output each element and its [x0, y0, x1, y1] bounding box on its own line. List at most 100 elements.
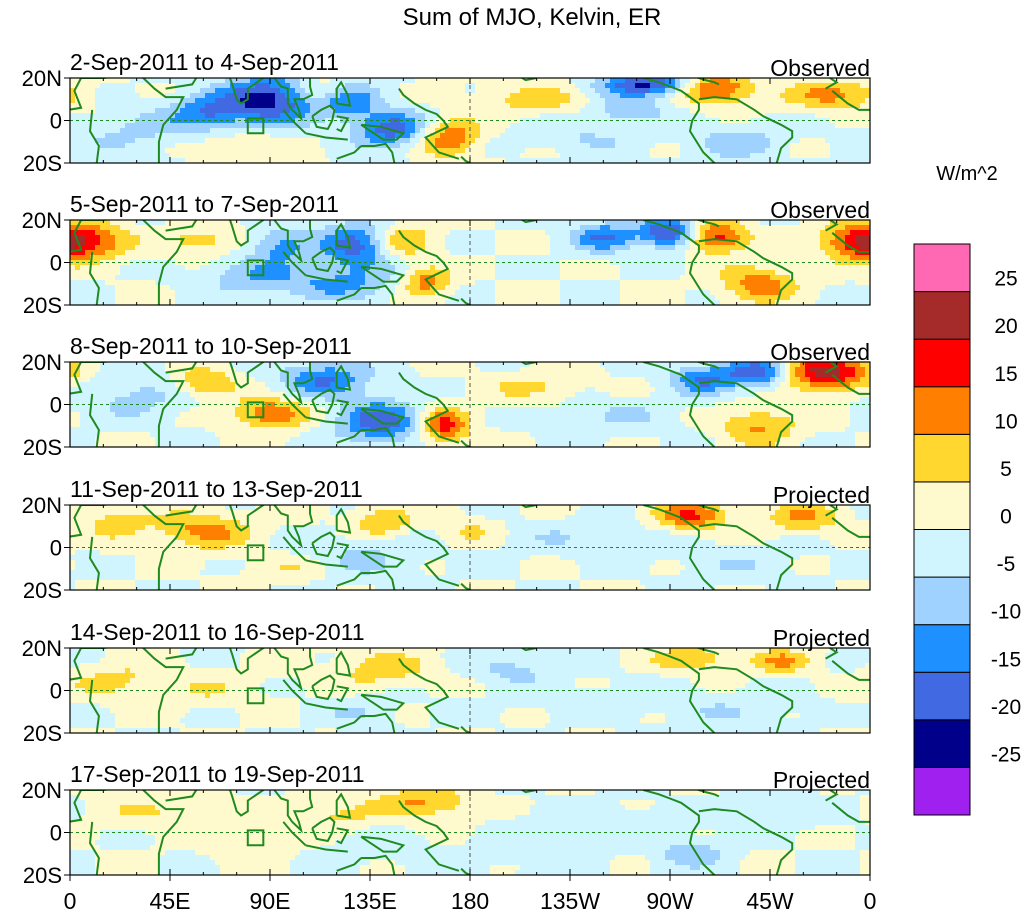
- colorbar-tick-label: 5: [1000, 458, 1012, 481]
- coastline: [831, 802, 870, 823]
- y-tick-label: 0: [50, 821, 62, 846]
- panel-6: 20N 0 20S 17-Sep-2011 to 19-Sep-2011 Project…: [22, 761, 871, 888]
- coastline: [336, 715, 362, 730]
- y-tick-label: 0: [50, 393, 62, 418]
- coastlines: [70, 362, 870, 447]
- colorbar-swatch: [913, 576, 971, 626]
- coastline: [336, 429, 362, 444]
- coastline: [398, 230, 460, 302]
- panel-date-range: 11-Sep-2011 to 13-Sep-2011: [70, 476, 363, 502]
- y-tick-label: 20N: [22, 778, 62, 803]
- colorbar-tick-label: 25: [994, 268, 1017, 291]
- coastline: [165, 78, 198, 90]
- colorbar-swatch: [913, 481, 971, 530]
- y-tick-label: 20S: [23, 578, 62, 603]
- y-tick-label: 0: [50, 679, 62, 704]
- coastline: [360, 693, 406, 711]
- y-tick-label: 20N: [22, 350, 62, 375]
- colorbar: -25 -20 -15 -10 -5 0 5 10 15 20 25 W/m^2: [913, 163, 1021, 816]
- colorbar-swatch: [913, 719, 971, 768]
- coastline: [695, 362, 720, 370]
- colorbar-tick-label: -25: [991, 743, 1021, 766]
- chart-title: Sum of MJO, Kelvin, ER: [403, 4, 662, 31]
- panel-kind: Observed: [770, 55, 870, 81]
- coastline: [398, 658, 460, 730]
- colorbar-swatch: [913, 291, 971, 340]
- coastline: [398, 88, 460, 160]
- coastline: [398, 372, 460, 444]
- coastline: [311, 388, 336, 415]
- coastline: [335, 507, 352, 534]
- coastline: [831, 232, 870, 253]
- y-tick-label: 20S: [23, 151, 62, 176]
- colorbar-tick-label: 0: [1000, 506, 1012, 529]
- coastline: [81, 78, 185, 163]
- coastline: [70, 220, 83, 253]
- coastline: [825, 505, 839, 517]
- coastline: [227, 78, 267, 105]
- coastline: [520, 505, 537, 509]
- colorbar-tick-label: 10: [994, 410, 1017, 433]
- region-box: [246, 117, 265, 135]
- y-tick-label: 20N: [22, 493, 62, 518]
- colorbar-swatch: [913, 624, 971, 673]
- coastline: [305, 702, 348, 711]
- y-tick-label: 20S: [23, 721, 62, 746]
- x-tick-label: 0: [64, 888, 77, 914]
- panel-date-range: 17-Sep-2011 to 19-Sep-2011: [70, 761, 365, 787]
- coastline: [88, 536, 100, 590]
- coastline: [336, 399, 350, 417]
- coastline: [335, 222, 352, 249]
- coastline: [825, 220, 839, 232]
- panel-4: 20N 0 20S 11-Sep-2011 to 13-Sep-2011 Project…: [22, 476, 871, 603]
- coastline: [336, 542, 350, 560]
- colorbar-swatch: [913, 243, 971, 293]
- coastline: [336, 115, 350, 133]
- x-tick-label: 135W: [540, 888, 600, 914]
- panel-1: 20N 0 20S 2-Sep-2011 to 4-Sep-2011 Observed: [22, 49, 871, 176]
- coastlines: [70, 505, 870, 590]
- coastline: [88, 679, 100, 733]
- coastline: [360, 123, 406, 141]
- coastline: [335, 80, 352, 107]
- field: [70, 362, 870, 447]
- coastline: [81, 220, 185, 305]
- coastline: [227, 220, 267, 247]
- coastline: [360, 407, 406, 425]
- coastline: [88, 821, 100, 875]
- coastline: [336, 857, 362, 872]
- panel-date-range: 2-Sep-2011 to 4-Sep-2011: [70, 49, 339, 75]
- coastline: [520, 362, 537, 366]
- coastlines: [70, 220, 870, 305]
- y-tick-label: 0: [50, 536, 62, 561]
- panel-kind: Projected: [773, 625, 870, 651]
- y-tick-label: 20S: [23, 435, 62, 460]
- x-tick-label: 45W: [746, 888, 794, 914]
- coastline: [336, 287, 362, 302]
- coastlines: [70, 790, 870, 875]
- panel-date-range: 5-Sep-2011 to 7-Sep-2011: [70, 191, 339, 217]
- panel-kind: Observed: [770, 339, 870, 365]
- coastline: [273, 790, 314, 834]
- colorbar-tick-label: -20: [991, 696, 1021, 719]
- coastline: [81, 648, 185, 733]
- field: [70, 505, 870, 590]
- coastline: [273, 505, 314, 549]
- coastline: [311, 246, 336, 273]
- coastline: [520, 648, 537, 652]
- coastline: [361, 142, 396, 163]
- region-box: [246, 544, 265, 562]
- coastline: [360, 265, 406, 283]
- panel-kind: Projected: [773, 482, 870, 508]
- coastline: [460, 439, 473, 447]
- coastline: [88, 109, 100, 163]
- coastline: [273, 362, 314, 406]
- coastline: [165, 362, 198, 374]
- coastline: [70, 790, 83, 823]
- coastline: [695, 505, 720, 513]
- colorbar-swatch: [913, 338, 971, 388]
- coastline: [311, 674, 336, 701]
- coastline: [460, 582, 473, 590]
- coastline: [695, 648, 720, 656]
